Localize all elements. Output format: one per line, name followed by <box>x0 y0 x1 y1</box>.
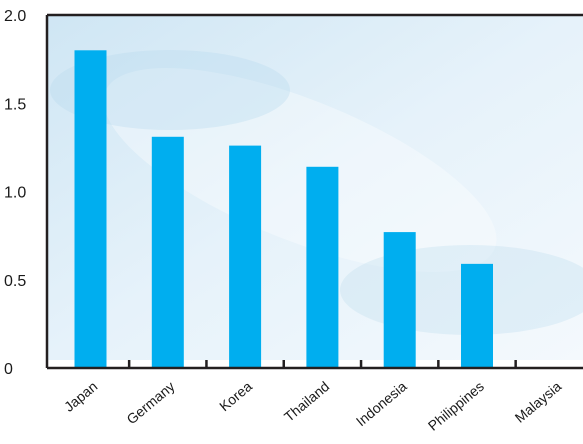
bar-thailand <box>306 166 339 368</box>
x-tick-label: Germany <box>123 378 177 427</box>
background-photo-shape <box>50 50 290 130</box>
bar-philippines <box>461 263 493 368</box>
x-tick-label: Malaysia <box>512 378 565 426</box>
y-tick-label: 1.5 <box>4 96 26 113</box>
y-axis-ticks: 0 0.5 1.0 1.5 2.0 <box>4 8 26 378</box>
background-photo-shape <box>103 68 497 272</box>
x-axis-ticks <box>127 360 517 368</box>
y-tick-label: 0.5 <box>4 273 26 290</box>
x-tick-label: Japan <box>61 378 101 415</box>
x-axis-labels: Japan Germany Korea Thailand Indonesia Philip… <box>61 378 564 434</box>
bar-germany <box>151 136 184 368</box>
y-tick-label: 0 <box>4 361 13 378</box>
bar-japan <box>74 50 107 369</box>
x-tick-label: Indonesia <box>353 378 410 429</box>
bars-group <box>74 50 493 369</box>
y-tick-label: 1.0 <box>4 185 26 202</box>
x-tick-label: Philippines <box>425 378 487 434</box>
x-tick-label: Korea <box>216 378 255 414</box>
bar-korea <box>229 145 262 368</box>
bar-indonesia <box>383 232 416 368</box>
x-tick-label: Thailand <box>281 378 332 425</box>
y-tick-label: 2.0 <box>4 8 26 25</box>
